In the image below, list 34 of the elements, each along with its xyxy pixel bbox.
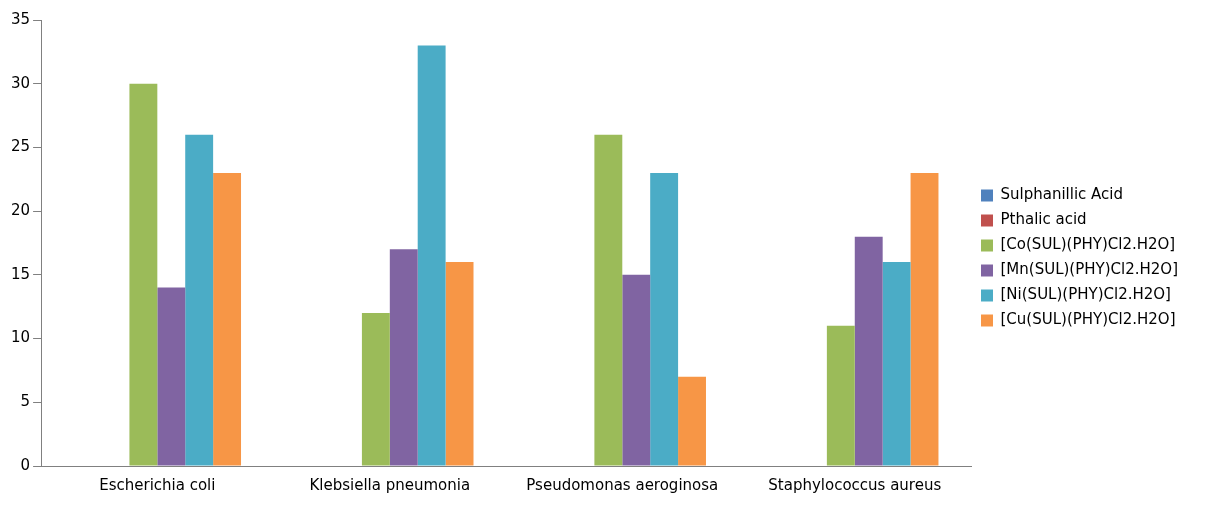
bar xyxy=(910,172,939,466)
x-tick-label: Escherichia coli xyxy=(99,475,216,494)
bar xyxy=(854,236,883,466)
x-tick-label: Staphylococcus aureus xyxy=(768,475,942,494)
bar xyxy=(185,134,214,466)
y-tick-label: 35 xyxy=(10,9,31,28)
y-tick-label: 0 xyxy=(20,455,31,474)
y-tick-label: 20 xyxy=(10,201,31,220)
bar xyxy=(389,249,418,466)
y-tick-label: 30 xyxy=(10,73,31,92)
bar xyxy=(129,83,158,466)
bar xyxy=(445,262,474,466)
y-tick-label: 15 xyxy=(10,264,31,283)
bar xyxy=(157,287,186,466)
x-tick-label: Pseudomonas aeroginosa xyxy=(526,475,719,494)
x-tick-label: Klebsiella pneumonia xyxy=(309,475,471,494)
bar xyxy=(678,376,706,466)
bar xyxy=(594,134,623,466)
bar xyxy=(826,325,855,466)
legend-label: [Co(SUL)(PHY)Cl2.H2O] xyxy=(1000,235,1176,254)
bar xyxy=(882,262,911,466)
bar xyxy=(213,172,242,466)
legend-label: Pthalic acid xyxy=(1000,210,1087,229)
legend-label: [Ni(SUL)(PHY)Cl2.H2O] xyxy=(1000,285,1171,304)
y-tick-label: 10 xyxy=(10,328,31,347)
legend-label: Sulphanillic Acid xyxy=(1000,185,1124,204)
y-tick-label: 25 xyxy=(10,137,31,156)
legend-label: [Cu(SUL)(PHY)Cl2.H2O] xyxy=(1000,310,1176,329)
bar xyxy=(417,45,446,466)
y-tick-label: 5 xyxy=(20,392,31,411)
bar xyxy=(622,274,651,466)
legend-label: [Mn(SUL)(PHY)Cl2.H2O] xyxy=(1000,260,1179,279)
bar xyxy=(361,313,390,466)
bar xyxy=(650,172,679,466)
